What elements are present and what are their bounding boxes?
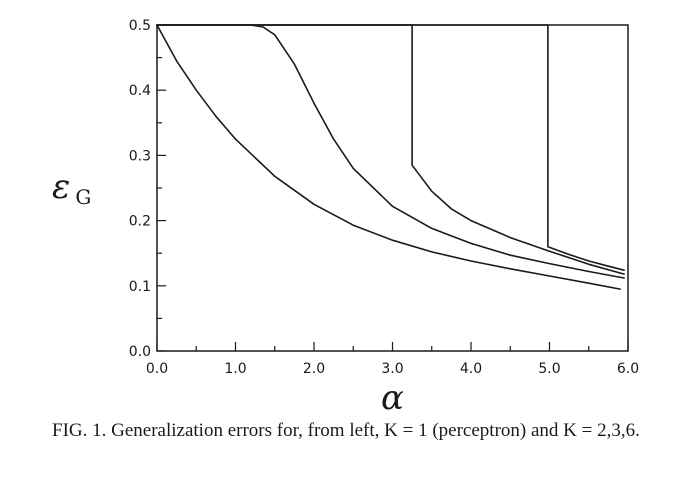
x-tick-label: 1.0 bbox=[224, 361, 246, 377]
x-tick-label: 5.0 bbox=[538, 361, 560, 377]
y-axis-ticks: 0.0 0.1 0.2 0.3 0.4 0.5 bbox=[129, 18, 166, 360]
y-tick-label: 0.0 bbox=[129, 344, 151, 360]
x-tick-label: 2.0 bbox=[303, 361, 325, 377]
x-tick-label: 3.0 bbox=[381, 361, 403, 377]
x-axis-ticks: 0.0 1.0 2.0 3.0 4.0 5.0 6.0 bbox=[146, 342, 639, 377]
y-axis-label-main: ε bbox=[52, 167, 70, 207]
y-axis-label-subscript: G bbox=[75, 185, 91, 209]
y-axis-label: ε G bbox=[52, 167, 91, 209]
x-axis-label: α bbox=[381, 378, 404, 418]
x-tick-label: 4.0 bbox=[460, 361, 482, 377]
x-tick-label: 0.0 bbox=[146, 361, 168, 377]
x-tick-label: 6.0 bbox=[617, 361, 639, 377]
series-lines bbox=[156, 24, 625, 290]
plot-frame bbox=[156, 24, 629, 352]
generalization-error-chart: 0.0 1.0 2.0 3.0 4.0 5.0 6.0 0.0 0.1 0.2 0.3 0.4 0.5… bbox=[52, 18, 639, 418]
y-tick-label: 0.4 bbox=[129, 83, 151, 99]
series-line-4 bbox=[156, 24, 625, 272]
figure-caption: FIG. 1. Generalization errors for, from … bbox=[52, 420, 640, 441]
y-tick-label: 0.1 bbox=[129, 279, 151, 295]
series-line-2 bbox=[156, 24, 625, 279]
series-line-1 bbox=[156, 24, 622, 290]
y-tick-label: 0.3 bbox=[129, 148, 151, 164]
y-tick-label: 0.2 bbox=[129, 214, 151, 230]
y-tick-label: 0.5 bbox=[129, 18, 151, 34]
series-line-3 bbox=[156, 24, 625, 275]
